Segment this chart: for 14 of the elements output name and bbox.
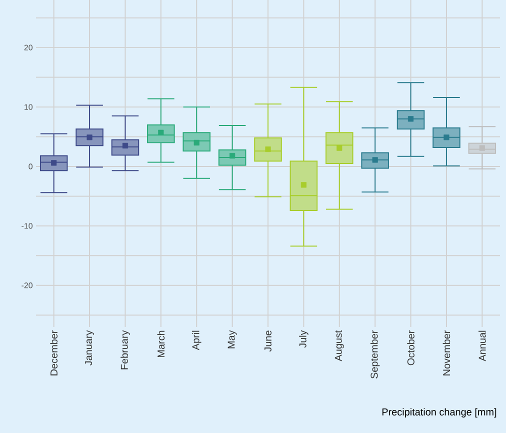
x-tick-label: June (264, 330, 272, 352)
x-tick-label: February (120, 330, 130, 370)
x-tick-label: January (85, 330, 94, 366)
x-tick-label: April (192, 330, 202, 350)
x-tick-label: May (228, 330, 237, 348)
x-tick-label: September (370, 330, 380, 378)
x-tick-label: October (407, 330, 414, 366)
x-axis-title: Precipitation change [mm] (382, 408, 496, 418)
x-tick-label: December (50, 330, 58, 376)
x-tick-label: July (299, 330, 308, 348)
x-tick-label: March (157, 330, 165, 358)
x-tick-label: August (334, 330, 344, 362)
x-tick-label: Annual (478, 330, 486, 362)
x-tick-label: November (442, 330, 450, 376)
